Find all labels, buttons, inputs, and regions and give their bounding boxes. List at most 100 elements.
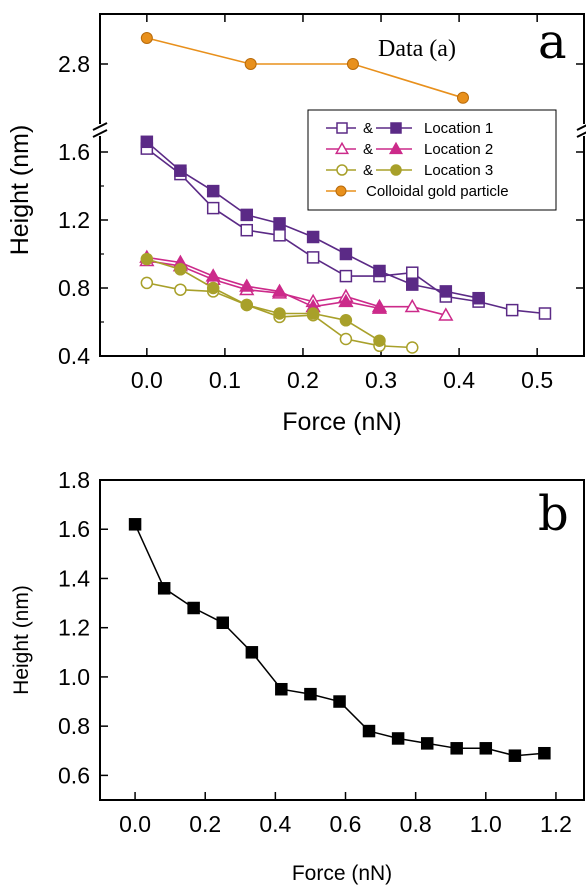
panel-a-y-tick-label: 1.6 <box>58 139 90 165</box>
data-point <box>271 283 288 297</box>
panel-b-x-tick: 0.0 <box>119 792 151 837</box>
legend-amp: & <box>363 162 373 179</box>
panel-b-x-tick: 0.2 <box>189 792 221 837</box>
legend-box <box>307 109 557 211</box>
panel-b-y-tick: 1.4 <box>58 565 108 591</box>
data-point <box>371 300 388 314</box>
series-line <box>134 523 545 757</box>
panel-a-y-ticks: 0.4 0.8 1.2 1.6 2.8 <box>58 51 584 369</box>
data-point <box>140 135 154 149</box>
series-line <box>146 260 447 316</box>
data-point <box>206 281 220 295</box>
data-point <box>457 91 469 104</box>
panel-a-series-2 <box>139 252 454 321</box>
panel-b-x-tick: 0.4 <box>259 792 292 837</box>
data-point <box>404 298 420 313</box>
legend-marker <box>388 141 404 155</box>
data-point <box>306 251 320 264</box>
data-point <box>346 58 359 70</box>
panel-a-y-tick-label: 2.8 <box>58 51 90 77</box>
panel-b-x-tick-label: 0.2 <box>189 811 221 837</box>
panel-a-y-tick-label: 0.4 <box>58 343 90 369</box>
data-point <box>538 746 551 760</box>
panel-a-series-6 <box>140 32 469 104</box>
data-point <box>174 164 187 177</box>
data-point <box>275 682 288 696</box>
panel-a-series-5 <box>140 252 386 347</box>
data-point <box>406 341 419 354</box>
panel-b-series <box>128 518 551 762</box>
data-point <box>140 252 154 266</box>
data-point <box>306 307 320 320</box>
panel-a-x-tick: 0.2 <box>287 14 319 393</box>
panel-a-series <box>139 32 552 354</box>
panel-b-plot-frame <box>99 479 585 801</box>
panel-a-y-tick: 1.2 <box>58 207 584 233</box>
data-point <box>338 293 354 308</box>
data-point <box>479 742 493 755</box>
panel-a-x-tick: 0.5 <box>521 14 553 393</box>
legend-label: Colloidal gold particle <box>366 183 509 200</box>
legend-marker <box>334 141 350 155</box>
data-point <box>339 314 353 327</box>
data-point <box>174 263 187 276</box>
legend-marker <box>390 122 402 134</box>
panel-b-y-tick-label: 0.6 <box>58 762 90 788</box>
data-point <box>373 264 386 278</box>
panel-a-y-tick-label: 0.8 <box>58 275 90 301</box>
data-point <box>157 582 171 595</box>
data-point <box>333 695 346 708</box>
panel-a-label: a <box>538 14 567 70</box>
legend-label: Location 2 <box>424 141 493 158</box>
legend-amp: & <box>363 120 373 137</box>
panel-a-legend: & Location 1 & Location 2 & Location 3 Colloid… <box>307 109 557 211</box>
panel-a-series-1 <box>140 135 485 305</box>
panel-b-y-tick: 1.6 <box>58 516 108 542</box>
data-point <box>362 724 376 738</box>
panel-a-annotation: Data (a) <box>378 36 456 62</box>
panel-a-y-tick: 2.8 <box>58 51 584 77</box>
data-point <box>174 283 187 296</box>
data-point <box>206 201 220 215</box>
data-point <box>273 307 286 320</box>
panel-a-x-tick: 0.3 <box>365 14 397 393</box>
data-point <box>406 266 419 279</box>
panel-a-x-axis-label: Force (nN) <box>282 408 401 436</box>
data-point <box>240 223 254 237</box>
data-point <box>128 518 142 531</box>
panel-b-y-tick: 1.2 <box>58 615 108 641</box>
panel-a-y-tick-label: 1.2 <box>58 207 90 233</box>
panel-b-y-tick: 1.8 <box>58 467 108 493</box>
data-point <box>140 32 153 44</box>
legend-label: Location 3 <box>424 162 493 179</box>
panel-a-y-tick: 1.6 <box>58 139 584 165</box>
data-point <box>391 732 405 745</box>
panel-b-x-tick: 0.6 <box>330 792 362 837</box>
data-point <box>339 247 353 261</box>
data-point <box>304 687 317 701</box>
panel-a-x-tick: 0.4 <box>443 14 475 393</box>
panel-b-y-tick-label: 1.0 <box>58 664 90 690</box>
data-point <box>240 298 254 312</box>
data-point <box>273 229 286 242</box>
panel-b-y-tick: 0.6 <box>58 762 108 788</box>
panel-b-y-tick-label: 1.8 <box>58 467 90 493</box>
data-point <box>306 230 320 244</box>
data-point <box>240 208 254 222</box>
panel-b-label: b <box>538 486 569 542</box>
panel-a-x-tick-label: 0.0 <box>131 367 163 393</box>
panel-b: 0.0 0.2 0.4 0.6 0.8 1.0 1.2 0.6 0.8 1.0 1.2 1.4 1.6… <box>10 467 585 885</box>
legend-marker <box>336 122 348 134</box>
axis-break-left <box>92 122 108 138</box>
panel-b-x-tick-label: 0.0 <box>119 811 151 837</box>
panel-b-y-tick-label: 1.4 <box>58 565 90 591</box>
panel-a-y-axis-label: Height (nm) <box>6 125 34 256</box>
legend-marker <box>335 185 347 197</box>
data-point <box>187 601 200 615</box>
panel-b-x-tick: 0.8 <box>400 792 432 837</box>
legend-marker <box>336 164 348 176</box>
panel-a-y-tick: 0.8 <box>58 275 584 301</box>
panel-b-x-tick-label: 0.6 <box>330 811 362 837</box>
panel-a-x-tick-label: 0.1 <box>209 367 241 393</box>
